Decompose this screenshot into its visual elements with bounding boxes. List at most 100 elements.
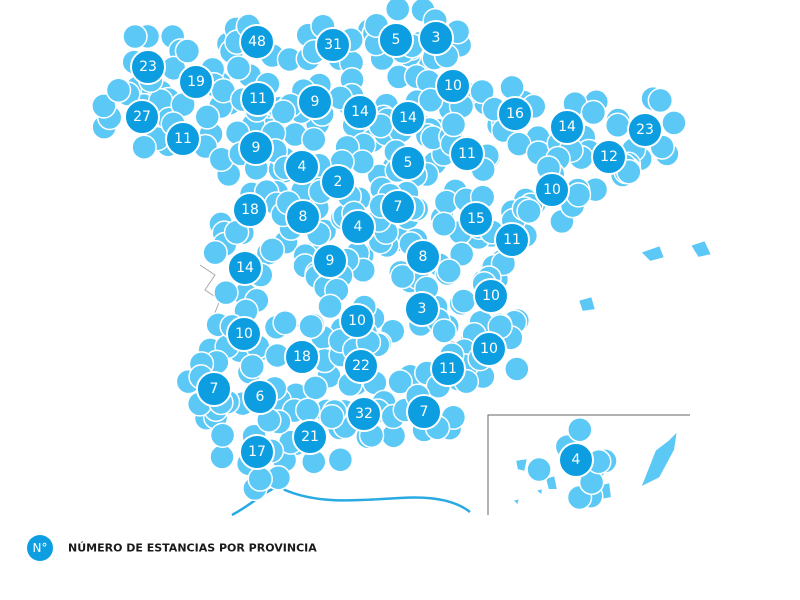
cluster-marker [430, 351, 466, 387]
cluster-marker [227, 250, 263, 286]
cluster-bubble [122, 23, 148, 50]
cluster-bubble [580, 99, 607, 126]
cluster-bubble [209, 422, 236, 448]
cluster-count: 11 [439, 361, 457, 377]
cluster-count: 9 [252, 140, 261, 156]
cluster-marker [285, 199, 321, 235]
inset-frame [487, 414, 690, 515]
cluster-count: 11 [503, 232, 521, 248]
cluster-marker [405, 239, 441, 275]
cluster-bubble [389, 263, 416, 290]
cluster-count: 11 [174, 131, 192, 147]
cluster-marker [315, 27, 351, 63]
cluster-bubble [317, 293, 343, 320]
cluster-bubble [387, 369, 413, 395]
cluster-bubble [327, 447, 354, 473]
cluster-count: 14 [558, 119, 576, 135]
cluster-marker [404, 291, 440, 327]
cluster-count: 21 [301, 429, 319, 445]
cluster-bubble [270, 99, 297, 125]
cluster-marker [339, 303, 375, 339]
cluster-marker [232, 192, 268, 228]
cluster-count: 23 [636, 122, 654, 138]
cluster-marker [534, 172, 570, 208]
cluster-bubble [209, 444, 235, 470]
cluster-marker [312, 243, 348, 279]
cluster-count: 11 [458, 146, 476, 162]
coastline [231, 486, 471, 517]
legend: N° NÚMERO DE ESTANCIAS POR PROVINCIA [27, 535, 317, 561]
cluster-marker [165, 121, 201, 157]
canary-islands [510, 427, 680, 508]
cluster-bubble [567, 416, 593, 443]
cluster-count: 3 [418, 301, 427, 317]
cluster-bubble [565, 182, 592, 208]
cluster-bubble [105, 77, 132, 104]
cluster-bubble [516, 198, 542, 225]
cluster-marker [390, 100, 426, 136]
cluster-bubble [604, 112, 631, 139]
cluster-count: 10 [348, 313, 366, 329]
cluster-bubble [301, 126, 327, 153]
cluster-marker [130, 49, 166, 85]
cluster-count: 4 [298, 159, 307, 175]
cluster-marker [342, 94, 378, 130]
cluster-marker [473, 278, 509, 314]
cluster-bubble [302, 375, 329, 401]
cluster-count: 19 [187, 74, 205, 90]
cluster-bubble [272, 310, 298, 336]
cluster-count: 22 [352, 358, 370, 374]
cluster-count: 16 [506, 106, 524, 122]
cluster-bubble [440, 111, 467, 138]
cluster-marker [494, 222, 530, 258]
cluster-marker [497, 96, 533, 132]
cluster-count: 14 [236, 260, 254, 276]
cluster-marker [239, 434, 275, 470]
cluster-count: 7 [394, 199, 403, 215]
cluster-marker [238, 130, 274, 166]
cluster-count: 14 [351, 104, 369, 120]
cluster-count: 12 [600, 149, 618, 165]
cluster-marker [178, 64, 214, 100]
cluster-marker [239, 24, 275, 60]
cluster-bubble [91, 93, 117, 119]
cluster-bubble [294, 397, 321, 424]
cluster-marker [627, 112, 663, 148]
cluster-bubble [431, 318, 457, 344]
cluster-bubble [202, 239, 228, 266]
cluster-marker [471, 331, 507, 367]
cluster-count: 14 [399, 110, 417, 126]
cluster-count: 4 [572, 452, 581, 468]
cluster-marker [340, 209, 376, 245]
cluster-bubble [504, 356, 530, 382]
cluster-count: 6 [256, 389, 265, 405]
cluster-count: 9 [311, 94, 320, 110]
cluster-bubble [499, 74, 525, 101]
cluster-marker [346, 396, 382, 432]
cluster-count: 2 [334, 174, 343, 190]
cluster-marker [284, 339, 320, 375]
cluster-count: 3 [432, 30, 441, 46]
cluster-marker [380, 189, 416, 225]
cluster-count: 10 [235, 326, 253, 342]
cluster-count: 17 [248, 444, 266, 460]
cluster-count: 9 [326, 253, 335, 269]
cluster-bubble [259, 237, 285, 263]
cluster-bubble [431, 211, 457, 238]
cluster-bubble [384, 0, 411, 22]
cluster-marker [390, 145, 426, 181]
cluster-marker [242, 379, 278, 415]
legend-symbol [27, 535, 53, 561]
cluster-bubble [247, 466, 273, 492]
cluster-bubble [213, 279, 239, 306]
cluster-bubble [194, 104, 220, 130]
cluster-bubble [298, 313, 324, 340]
cluster-count: 5 [404, 155, 413, 171]
cluster-bubble [647, 87, 674, 114]
cluster-count: 10 [482, 288, 500, 304]
cluster-marker [549, 109, 585, 145]
cluster-count: 31 [324, 37, 342, 53]
cluster-count: 48 [248, 34, 266, 50]
